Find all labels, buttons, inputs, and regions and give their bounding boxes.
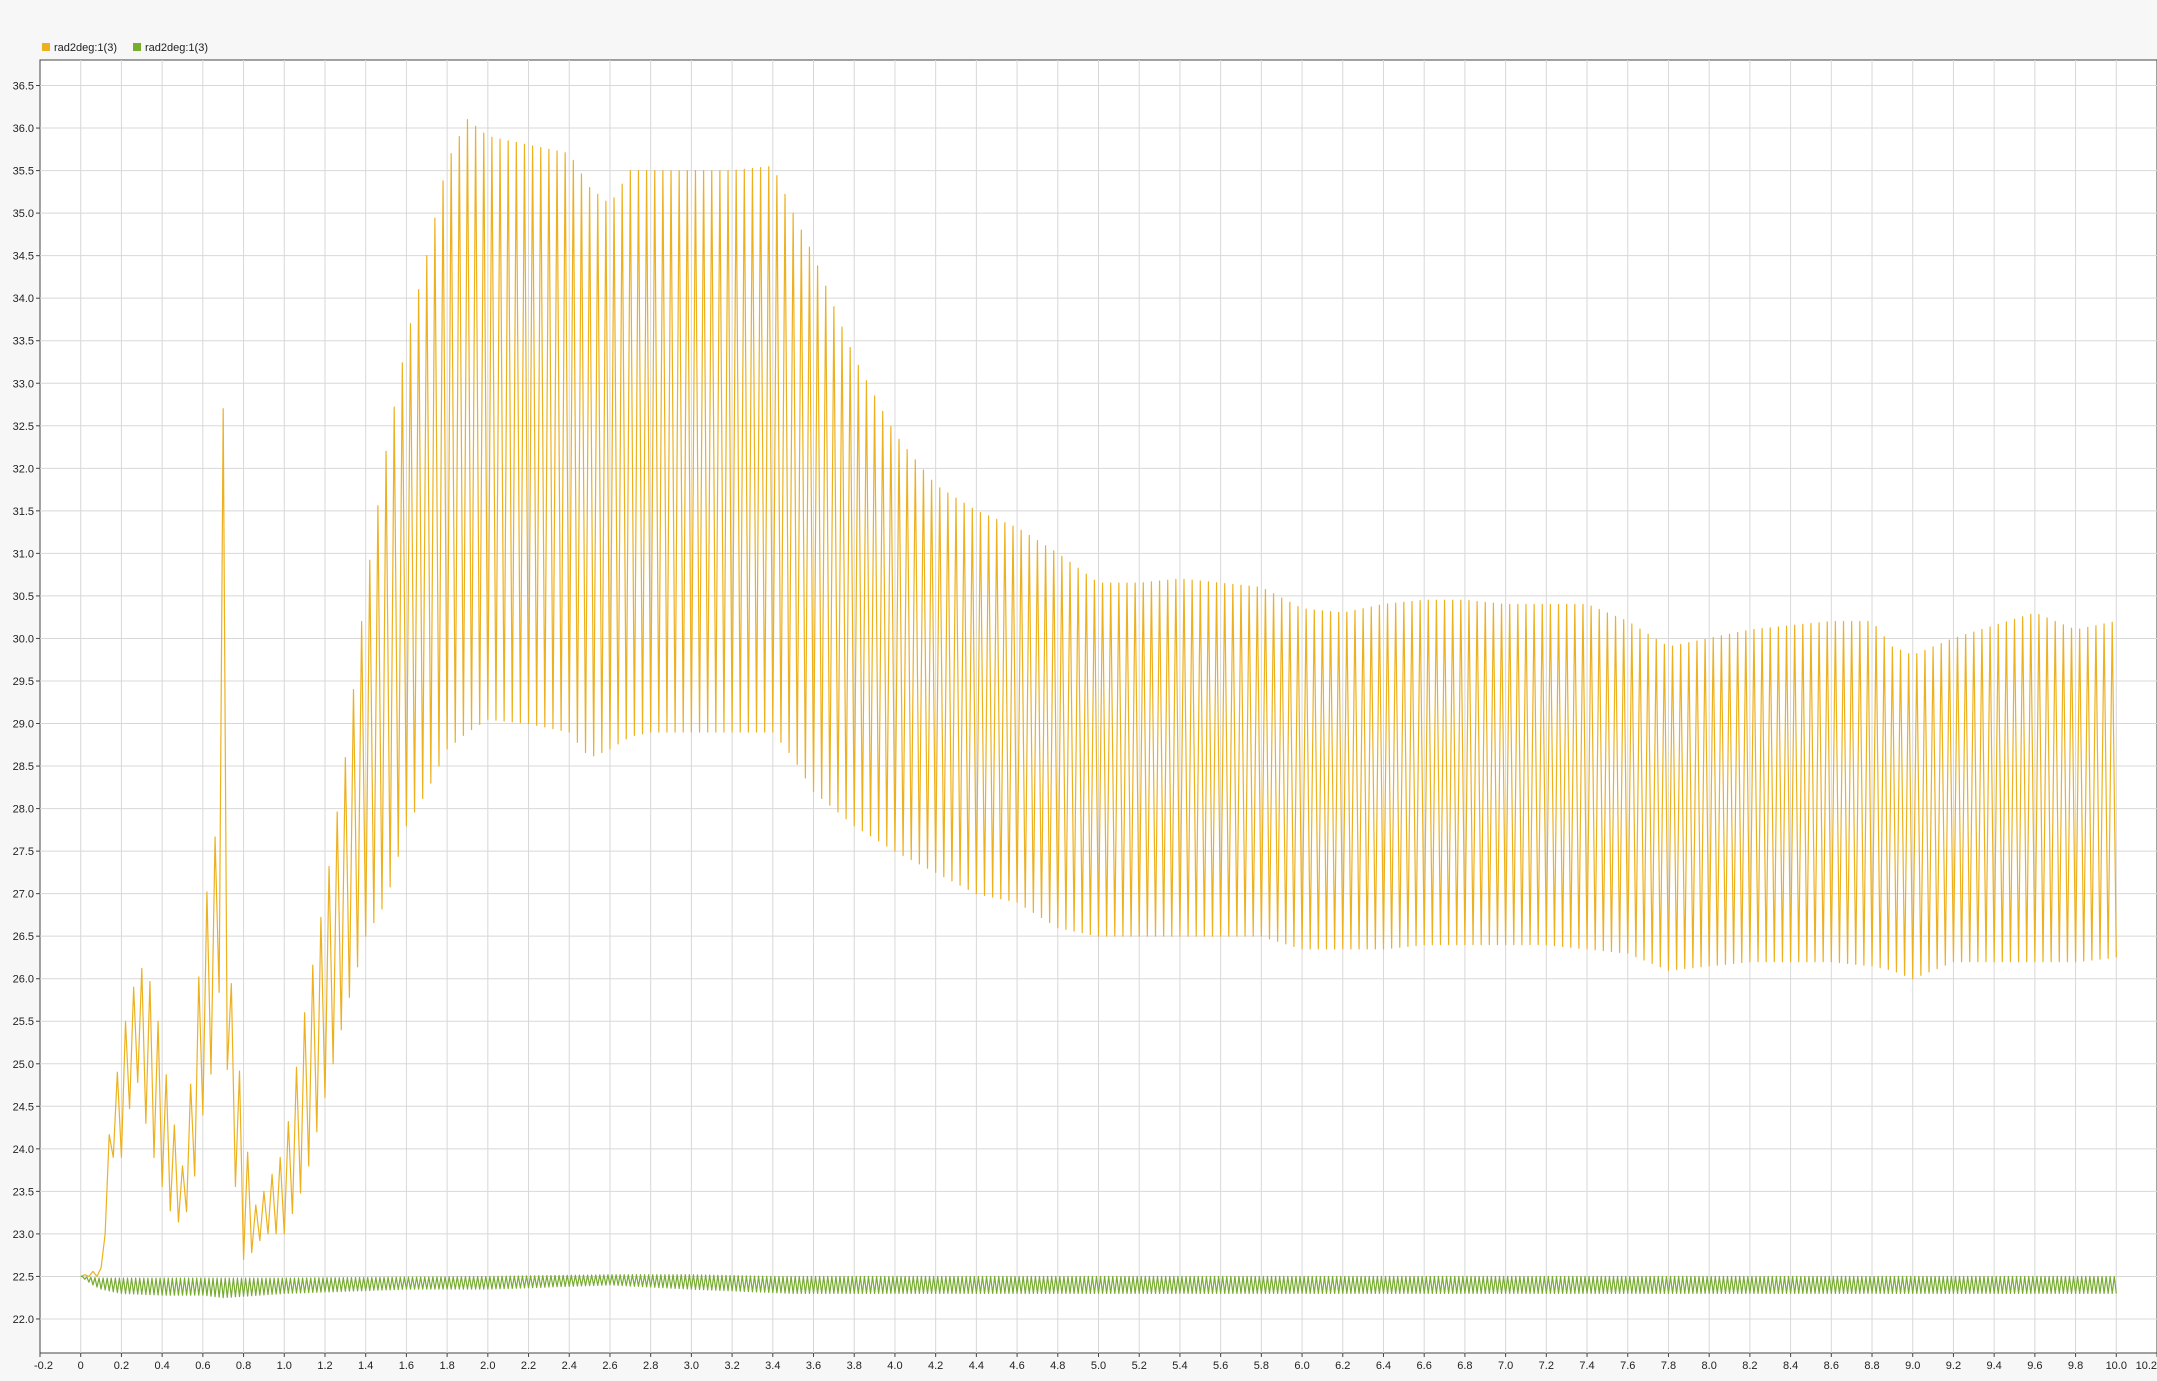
x-tick-label: 2.2	[521, 1360, 536, 1372]
x-tick-label: 4.6	[1009, 1360, 1024, 1372]
legend[interactable]: rad2deg:1(3) rad2deg:1(3)	[42, 42, 208, 54]
y-tick-label: 28.0	[13, 804, 34, 816]
x-tick-label: 6.8	[1457, 1360, 1472, 1372]
x-tick-label: -0.2	[34, 1360, 53, 1372]
x-tick-label: 9.6	[2027, 1360, 2042, 1372]
x-tick-label: 1.4	[358, 1360, 373, 1372]
x-tick-label: 3.2	[724, 1360, 739, 1372]
grid	[40, 60, 2157, 1353]
x-tick-label: 8.2	[1742, 1360, 1757, 1372]
x-tick-label: 3.6	[806, 1360, 821, 1372]
legend-label: rad2deg:1(3)	[145, 42, 208, 54]
x-tick-label: 3.8	[847, 1360, 862, 1372]
x-tick-label: 0	[78, 1360, 84, 1372]
x-tick-label: 1.8	[439, 1360, 454, 1372]
x-tick-label: 5.8	[1254, 1360, 1269, 1372]
legend-swatch	[133, 43, 141, 51]
y-tick-label: 32.0	[13, 463, 34, 475]
x-tick-label: 9.8	[2068, 1360, 2083, 1372]
y-tick-label: 26.0	[13, 974, 34, 986]
x-tick-label: 10.0	[2106, 1360, 2127, 1372]
x-tick-label: 5.0	[1091, 1360, 1106, 1372]
x-tick-label: 7.4	[1579, 1360, 1594, 1372]
y-tick-label: 30.0	[13, 633, 34, 645]
y-tick-label: 34.5	[13, 251, 34, 263]
series-line-2	[80, 1274, 2117, 1299]
y-tick-label: 22.0	[13, 1314, 34, 1326]
x-tick-label: 5.6	[1213, 1360, 1228, 1372]
x-tick-label: 7.6	[1620, 1360, 1635, 1372]
legend-swatch	[42, 43, 50, 51]
y-tick-label: 31.5	[13, 506, 34, 518]
x-tick-label: 4.8	[1050, 1360, 1065, 1372]
x-tick-label: 3.0	[684, 1360, 699, 1372]
legend-item-2[interactable]: rad2deg:1(3)	[133, 42, 208, 54]
y-tick-label: 33.0	[13, 378, 34, 390]
x-tick-label: 1.6	[399, 1360, 414, 1372]
x-tick-label: 8.6	[1824, 1360, 1839, 1372]
y-tick-label: 35.0	[13, 208, 34, 220]
y-tick-label: 29.0	[13, 719, 34, 731]
x-tick-label: 9.4	[1987, 1360, 2002, 1372]
x-tick-label: 1.2	[317, 1360, 332, 1372]
x-tick-label: 0.8	[236, 1360, 251, 1372]
x-tick-label: 7.0	[1498, 1360, 1513, 1372]
x-tick-label: 8.8	[1864, 1360, 1879, 1372]
y-tick-label: 24.0	[13, 1144, 34, 1156]
x-tick-label: 10.2	[2136, 1360, 2157, 1372]
y-tick-label: 36.5	[13, 81, 34, 93]
x-tick-label: 9.2	[1946, 1360, 1961, 1372]
y-tick-label: 27.5	[13, 846, 34, 858]
x-tick-label: 6.0	[1294, 1360, 1309, 1372]
x-tick-label: 4.0	[887, 1360, 902, 1372]
series-lines	[80, 118, 2117, 1299]
legend-label: rad2deg:1(3)	[54, 42, 117, 54]
x-tick-label: 0.6	[195, 1360, 210, 1372]
x-tick-label: 5.4	[1172, 1360, 1187, 1372]
y-tick-label: 36.0	[13, 123, 34, 135]
y-tick-label: 23.0	[13, 1229, 34, 1241]
y-tick-label: 23.5	[13, 1186, 34, 1198]
x-tick-label: 6.2	[1335, 1360, 1350, 1372]
y-tick-label: 24.5	[13, 1101, 34, 1113]
legend-item-1[interactable]: rad2deg:1(3)	[42, 42, 117, 54]
y-tick-label: 27.0	[13, 889, 34, 901]
x-tick-label: 1.0	[277, 1360, 292, 1372]
x-tick-label: 5.2	[1132, 1360, 1147, 1372]
y-tick-label: 25.5	[13, 1016, 34, 1028]
x-tick-label: 4.2	[928, 1360, 943, 1372]
y-tick-label: 33.5	[13, 336, 34, 348]
x-tick-label: 9.0	[1905, 1360, 1920, 1372]
x-tick-label: 2.0	[480, 1360, 495, 1372]
y-tick-label: 32.5	[13, 421, 34, 433]
y-tick-label: 25.0	[13, 1059, 34, 1071]
x-tick-label: 2.8	[643, 1360, 658, 1372]
y-tick-label: 31.0	[13, 548, 34, 560]
y-tick-label: 26.5	[13, 931, 34, 943]
x-tick-label: 2.6	[602, 1360, 617, 1372]
x-tick-label: 7.2	[1539, 1360, 1554, 1372]
x-tick-label: 8.0	[1702, 1360, 1717, 1372]
x-tick-label: 8.4	[1783, 1360, 1798, 1372]
x-tick-label: 3.4	[765, 1360, 780, 1372]
y-tick-label: 22.5	[13, 1271, 34, 1283]
x-tick-label: 2.4	[562, 1360, 577, 1372]
y-tick-label: 34.0	[13, 293, 34, 305]
y-tick-label: 29.5	[13, 676, 34, 688]
x-tick-label: 0.2	[114, 1360, 129, 1372]
y-tick-label: 28.5	[13, 761, 34, 773]
x-tick-label: 0.4	[154, 1360, 169, 1372]
y-tick-label: 30.5	[13, 591, 34, 603]
y-tick-label: 35.5	[13, 166, 34, 178]
x-tick-label: 6.6	[1417, 1360, 1432, 1372]
x-tick-label: 4.4	[969, 1360, 984, 1372]
x-tick-label: 6.4	[1376, 1360, 1391, 1372]
x-tick-label: 7.8	[1661, 1360, 1676, 1372]
series-line-1	[80, 118, 2117, 1278]
axes: -0.2 0 0.2 0.4 0.6 0.8 1.0 1.2 1.4 1.6 1.8 2.0 2.2 2.…	[13, 81, 2157, 1372]
